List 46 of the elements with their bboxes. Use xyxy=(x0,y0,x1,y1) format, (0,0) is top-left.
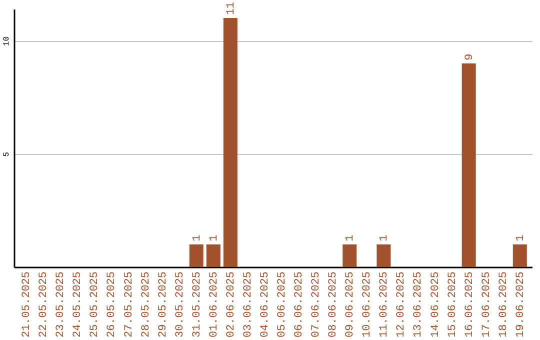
data-label: 1 xyxy=(344,234,357,242)
x-tick-label: 11.06.2025 xyxy=(378,272,391,338)
x-tick-label: 31.05.2025 xyxy=(191,272,204,338)
x-tick-label: 14.06.2025 xyxy=(430,272,442,338)
x-tick-label: 28.05.2025 xyxy=(140,272,152,338)
data-label: 11 xyxy=(225,1,238,16)
x-tick-label: 08.06.2025 xyxy=(328,272,340,338)
bar xyxy=(206,244,220,267)
x-tick-label: 21.05.2025 xyxy=(21,272,34,338)
x-tick-label: 07.06.2025 xyxy=(310,272,323,338)
x-tick-label: 01.06.2025 xyxy=(208,272,220,338)
x-tick-label: 05.06.2025 xyxy=(276,272,289,338)
x-tick-label: 26.05.2025 xyxy=(106,272,118,338)
x-tick-label: 09.06.2025 xyxy=(344,272,357,338)
bar xyxy=(189,244,204,267)
x-tick-label: 04.06.2025 xyxy=(259,272,272,338)
data-label: 1 xyxy=(514,234,527,242)
x-tick-label: 15.06.2025 xyxy=(446,272,459,338)
x-tick-label: 18.06.2025 xyxy=(498,272,510,338)
x-tick-label: 23.05.2025 xyxy=(55,272,68,338)
x-tick-label: 06.06.2025 xyxy=(294,272,306,338)
x-tick-label: 02.06.2025 xyxy=(225,272,238,338)
x-tick-label: 13.06.2025 xyxy=(412,272,425,338)
x-tick-label: 10.06.2025 xyxy=(362,272,374,338)
bar xyxy=(376,244,391,267)
bar xyxy=(462,63,476,267)
x-tick-label: 29.05.2025 xyxy=(157,272,170,338)
x-tick-label: 16.06.2025 xyxy=(464,272,476,338)
bar xyxy=(512,244,527,267)
data-label: 1 xyxy=(191,234,204,242)
bar xyxy=(223,18,238,267)
x-tick-label: 03.06.2025 xyxy=(242,272,254,338)
x-tick-label: 22.05.2025 xyxy=(38,272,50,338)
x-tick-label: 27.05.2025 xyxy=(123,272,136,338)
x-tick-label: 19.06.2025 xyxy=(514,272,527,338)
x-tick-label: 12.06.2025 xyxy=(396,272,408,338)
y-tick-label: 5 xyxy=(2,152,12,157)
y-tick-label: 10 xyxy=(2,36,12,46)
x-tick-label: 30.05.2025 xyxy=(174,272,186,338)
x-tick-label: 17.06.2025 xyxy=(480,272,493,338)
x-tick-label: 24.05.2025 xyxy=(72,272,84,338)
data-label: 9 xyxy=(464,54,476,60)
x-tick-label: 25.05.2025 xyxy=(89,272,102,338)
data-label: 1 xyxy=(208,234,220,242)
data-label: 1 xyxy=(378,234,391,242)
bar xyxy=(342,244,357,267)
